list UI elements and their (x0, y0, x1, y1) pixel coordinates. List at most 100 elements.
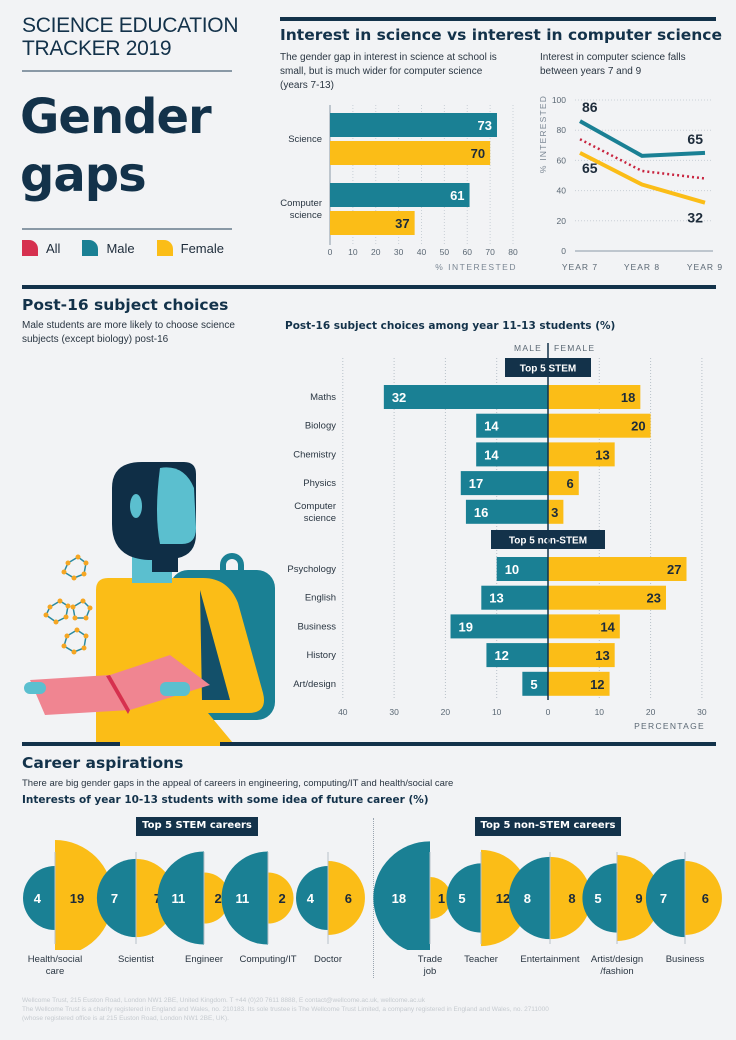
interest-bar-chart: 73 70 61 37 Science Computer science 0 10 20 3… (280, 105, 518, 272)
bar-female (330, 211, 415, 235)
x-tick-label: 50 (440, 247, 450, 257)
career-chart: 4 19 7 7 11 2 11 2 4 6 18 1 5 12 8 8 5 9 7 6 (23, 840, 722, 950)
point-label: 32 (687, 210, 703, 226)
x-tick-label: 20 (371, 247, 381, 257)
y-tick-label: 0 (561, 246, 566, 256)
x-tick-label: 0 (328, 247, 333, 257)
y-tick-label: 80 (557, 125, 567, 135)
legend-label: Male (106, 240, 135, 256)
male-half-circle (23, 866, 55, 930)
female-value-label: 20 (631, 419, 645, 434)
male-half-circle (96, 858, 136, 938)
category-label: History (306, 650, 336, 661)
male-value-label: 4 (34, 891, 42, 906)
male-value-label: 18 (392, 891, 406, 906)
bar-male (460, 471, 548, 496)
career-label: Teacher (464, 954, 498, 965)
female-value-label: 14 (600, 619, 615, 634)
male-value-label: 12 (494, 648, 508, 663)
female-half-circle (685, 861, 722, 935)
male-value-label: 8 (524, 891, 531, 906)
female-value-label: 12 (496, 891, 510, 906)
male-half-circle (373, 841, 430, 950)
female-half-circle (550, 856, 592, 940)
female-half-circle (328, 861, 365, 935)
title-line-2: gaps (20, 147, 147, 203)
career-label: Artist/design/fashion (590, 954, 644, 977)
post16-chart-title: Post-16 subject choices among year 11-13… (285, 320, 616, 332)
x-tick-label: 70 (485, 247, 495, 257)
divider (22, 228, 232, 230)
female-value-label: 23 (647, 591, 661, 606)
male-half-circle (508, 856, 550, 940)
category-label: Biology (305, 421, 336, 432)
male-value-label: 10 (505, 562, 519, 577)
x-tick-label: YEAR 8 (624, 262, 660, 272)
female-half-circle (268, 872, 294, 924)
male-value-label: 5 (458, 891, 465, 906)
title-line-1: Gender (20, 89, 212, 145)
career-label: Engineer (184, 954, 224, 965)
x-axis-label: % INTERESTED (435, 262, 517, 272)
x-tick-label: 10 (492, 707, 502, 717)
post16-section-title: Post-16 subject choices (22, 296, 229, 314)
male-half-circle (221, 851, 268, 945)
female-value-label: 7 (154, 891, 161, 906)
female-half-circle (204, 872, 230, 924)
y-tick-label: 60 (557, 155, 567, 165)
category-label: Art/design (293, 679, 336, 690)
bar-value-label: 37 (395, 216, 409, 231)
male-half-circle (157, 851, 204, 945)
point-label: 65 (687, 131, 703, 147)
bar-male (481, 585, 548, 610)
all-swatch-icon (22, 240, 38, 256)
book-icon (30, 675, 130, 715)
female-value-label: 8 (568, 891, 575, 906)
category-label: Chemistry (293, 449, 336, 460)
page-title: Gender gaps (20, 88, 212, 204)
female-value-label: 27 (667, 562, 681, 577)
x-tick-label: YEAR 9 (687, 262, 723, 272)
female-value-label: 9 (635, 891, 642, 906)
female-value-label: 6 (702, 891, 709, 906)
bar-female (548, 671, 610, 696)
career-label: Health/social care (27, 954, 83, 977)
y-tick-label: 100 (552, 95, 566, 105)
career-label: Scientist (118, 954, 154, 965)
category-label: Psychology (287, 564, 336, 575)
interest-left-caption: The gender gap in interest in science at… (280, 52, 497, 91)
x-tick-label: 20 (646, 707, 656, 717)
male-value-label: 17 (469, 476, 483, 491)
career-label: Business (665, 954, 705, 965)
x-tick-label: 10 (595, 707, 605, 717)
x-tick-label: 30 (697, 707, 707, 717)
male-value-label: 14 (484, 419, 499, 434)
bar-male (383, 385, 548, 409)
x-axis-label: PERCENTAGE (634, 721, 705, 731)
male-value-label: 11 (172, 891, 186, 906)
bar-male (450, 614, 548, 639)
y-tick-label: 40 (557, 186, 567, 196)
category-label: science (304, 513, 336, 524)
male-swatch-icon (82, 240, 99, 256)
category-label: English (305, 593, 336, 604)
bar-male (496, 557, 548, 581)
point-label: 65 (582, 160, 598, 176)
section-rule (280, 17, 716, 21)
section-rule (22, 742, 716, 746)
y-axis-label: % INTERESTED (538, 95, 548, 173)
line-all (579, 138, 706, 180)
legend-label: Female (180, 240, 224, 256)
bar-female (548, 413, 651, 438)
female-value-label: 3 (551, 505, 558, 520)
tracker-line-2: TRACKER 2019 (22, 37, 172, 60)
female-value-label: 6 (345, 891, 352, 906)
male-value-label: 16 (474, 505, 488, 520)
footer: Wellcome Trust, 215 Euston Road, London … (22, 996, 562, 1023)
x-tick-label: 30 (389, 707, 399, 717)
male-half-circle (645, 858, 685, 938)
male-value-label: 5 (594, 891, 601, 906)
category-label: Computer (280, 198, 322, 209)
male-value-label: 4 (307, 891, 315, 906)
x-tick-label: 80 (508, 247, 518, 257)
